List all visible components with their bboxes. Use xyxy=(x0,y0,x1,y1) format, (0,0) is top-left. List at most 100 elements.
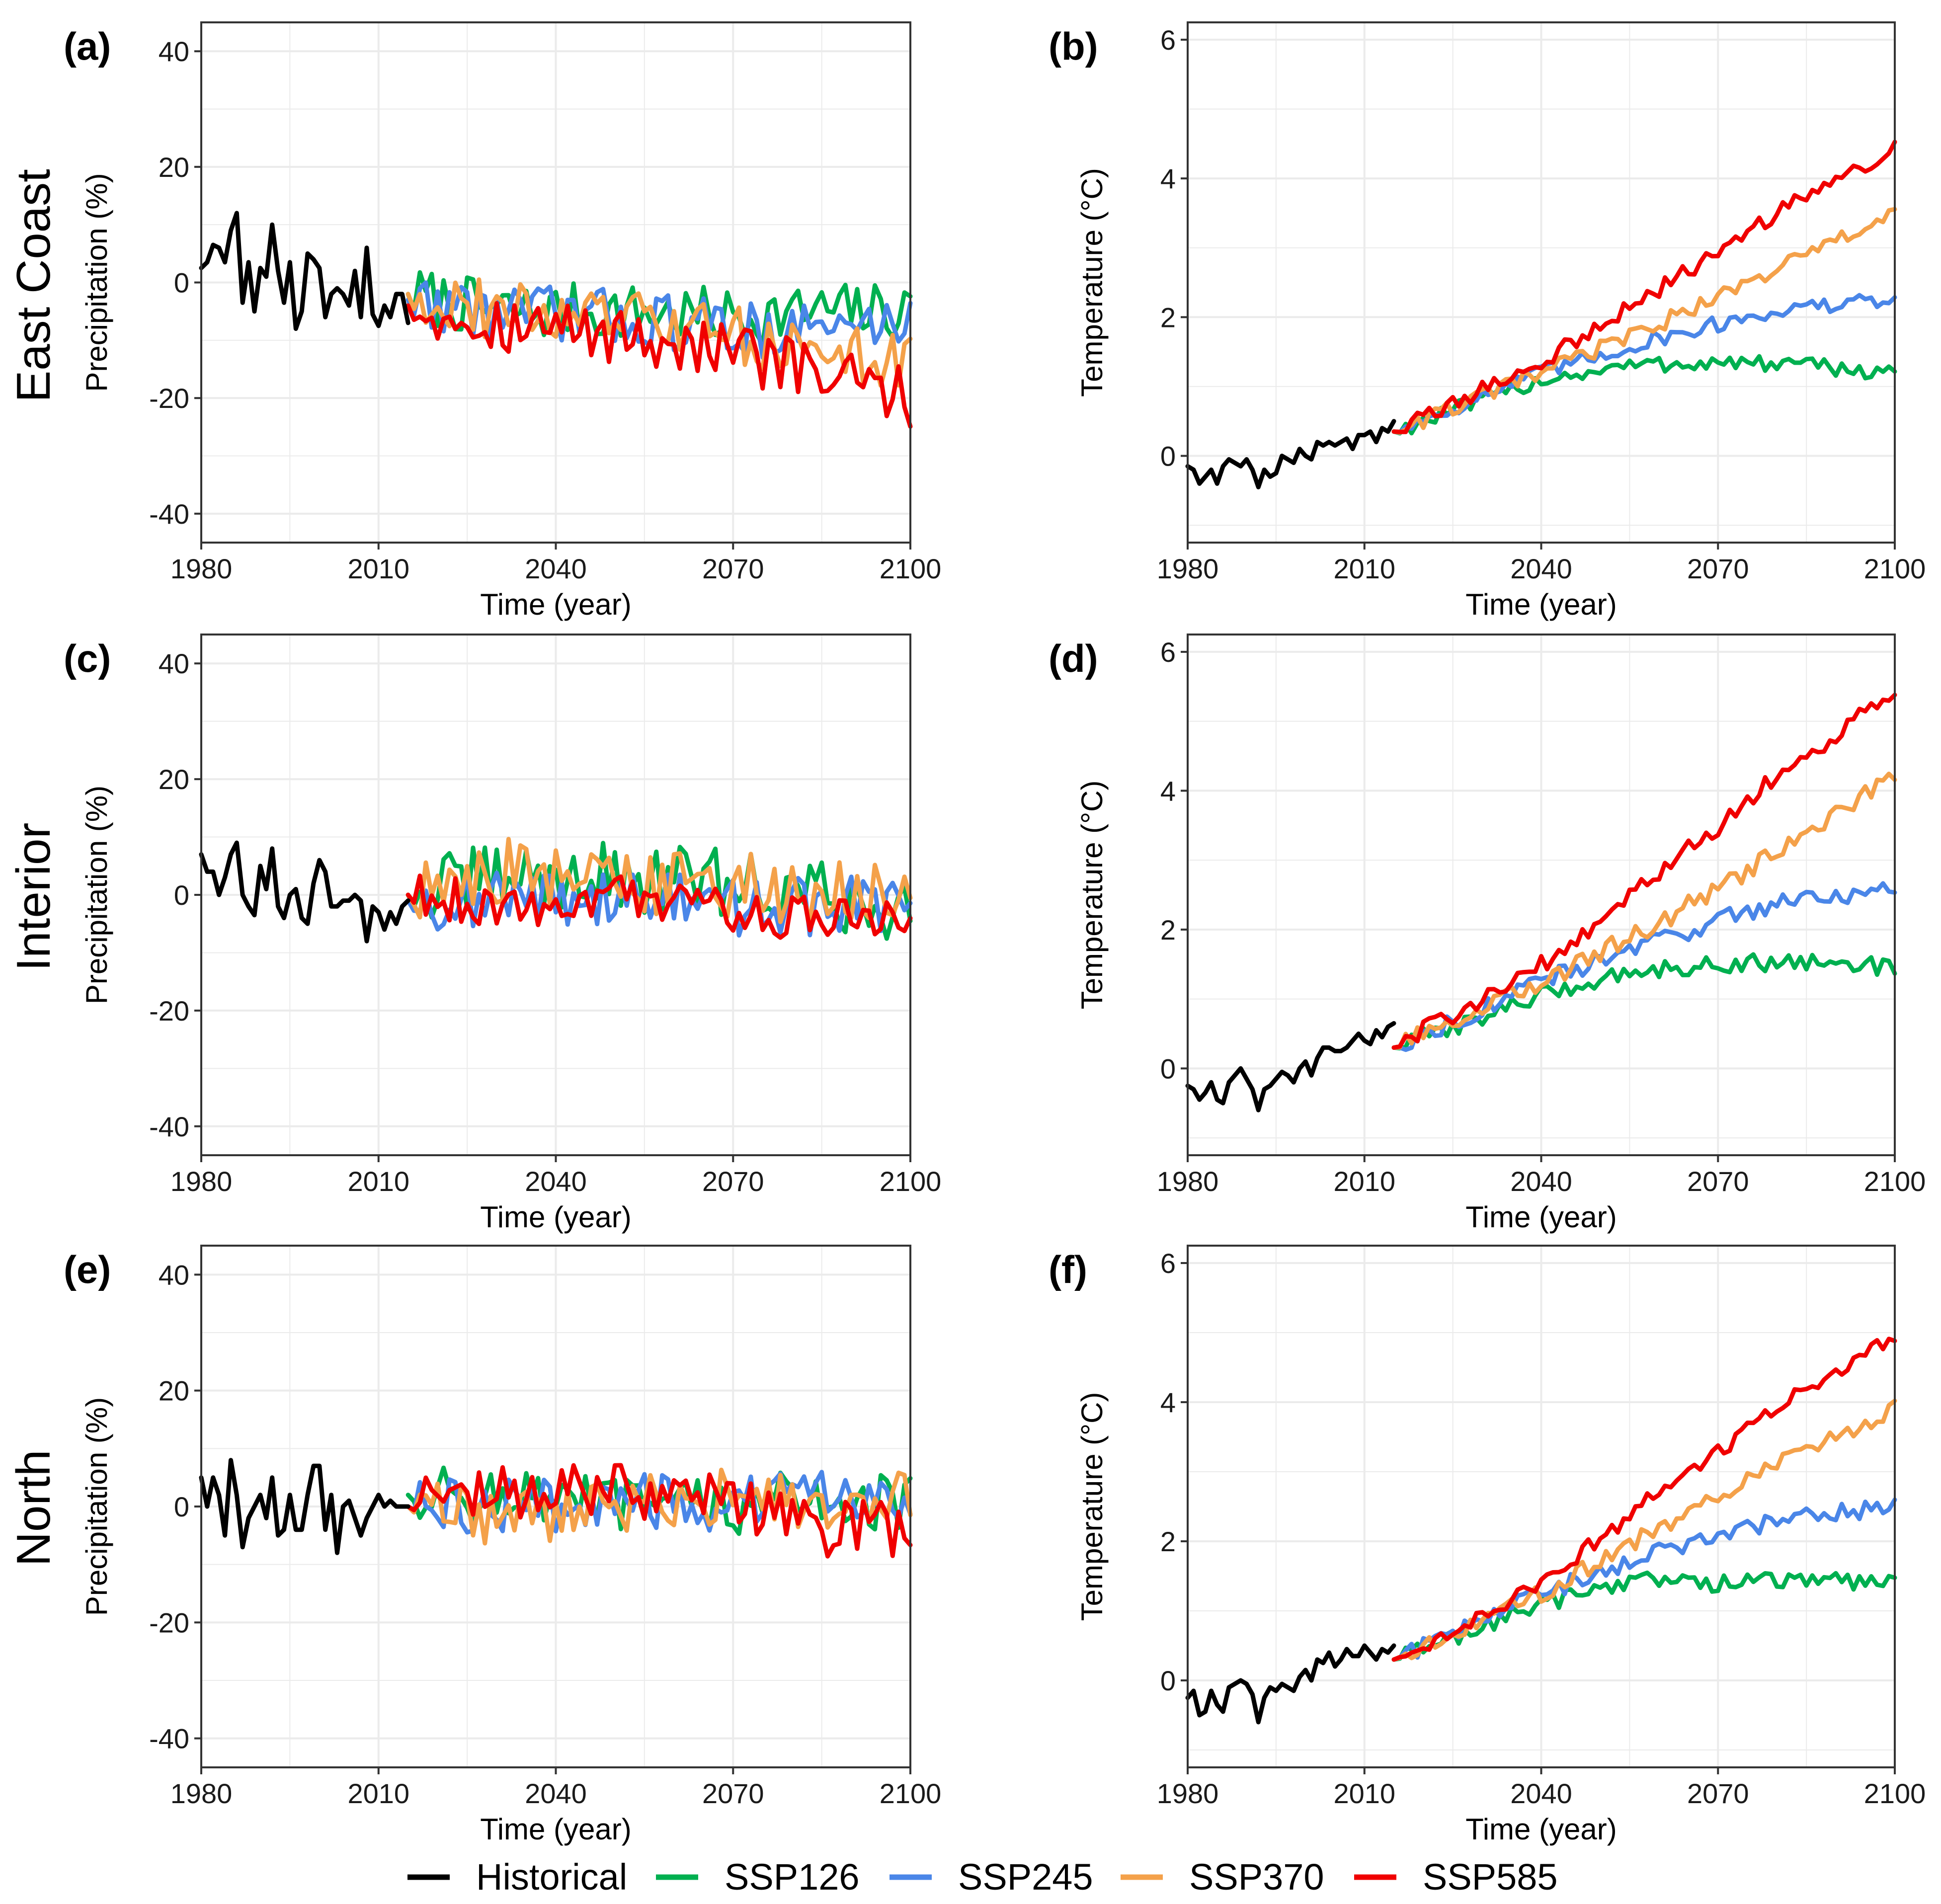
y-tick-label: -40 xyxy=(149,1723,189,1754)
y-tick-label: 0 xyxy=(174,267,189,299)
y-axis-title: Precipitation (%) xyxy=(80,173,113,392)
row-label-north: North xyxy=(7,1450,60,1567)
y-tick-label: 6 xyxy=(1160,636,1176,668)
y-tick-label: 6 xyxy=(1160,24,1176,56)
series-group-d xyxy=(1185,693,1897,1112)
series-line-ssp370-f xyxy=(1391,1398,1897,1662)
series-group-f xyxy=(1185,1337,1897,1725)
x-tick-label: 2100 xyxy=(880,1778,942,1809)
row-label-interior: Interior xyxy=(7,823,60,971)
series-line-ssp585-f xyxy=(1391,1337,1897,1662)
legend: Historical SSP126 SSP245 SSP370 SSP585 xyxy=(407,1856,1558,1898)
x-tick-label: 2040 xyxy=(525,553,587,584)
panel-b: 1980 2010 2040 2070 2100 0 2 4 6 Time (year) Tempe… xyxy=(1049,21,1926,621)
x-tick-label: 2070 xyxy=(1687,1166,1749,1197)
y-tick-label: 4 xyxy=(1160,1387,1176,1418)
y-tick-label: 20 xyxy=(159,152,189,183)
y-tick-label: 2 xyxy=(1160,1526,1176,1557)
y-tick-label: 0 xyxy=(1160,441,1176,472)
x-tick-label: 2070 xyxy=(702,1166,764,1197)
y-tick-label: 0 xyxy=(174,1491,189,1522)
y-axis-title: Precipitation (%) xyxy=(80,1397,113,1616)
panel-letter: (b) xyxy=(1049,24,1098,68)
y-axis-title: Temperature (°C) xyxy=(1075,1392,1109,1621)
x-tick-label: 2100 xyxy=(1864,1778,1926,1809)
x-tick-label: 2010 xyxy=(1333,1778,1395,1809)
x-tick-label: 2040 xyxy=(525,1778,587,1809)
x-tick-label: 1980 xyxy=(170,1778,233,1809)
grid-d xyxy=(1187,635,1896,1155)
y-axis-title: Temperature (°C) xyxy=(1075,168,1109,397)
series-group-a xyxy=(199,211,913,429)
y-tick-label: -20 xyxy=(149,383,189,414)
row-label-east-coast: East Coast xyxy=(7,169,60,402)
series-line-ssp245-b xyxy=(1391,293,1897,435)
y-tick-label: -20 xyxy=(149,995,189,1027)
x-tick-label: 2010 xyxy=(1333,553,1395,584)
series-line-ssp585-c xyxy=(405,873,913,940)
y-tick-label: 0 xyxy=(1160,1053,1176,1084)
x-tick-label: 2070 xyxy=(702,553,764,584)
y-axis-title: Precipitation (%) xyxy=(80,786,113,1004)
series-group-e xyxy=(199,1458,913,1559)
series-line-historical-a xyxy=(199,211,410,331)
series-line-ssp245-f xyxy=(1391,1497,1897,1662)
x-tick-label: 1980 xyxy=(170,1166,233,1197)
series-line-historical-d xyxy=(1185,1021,1396,1112)
series-line-ssp126-f xyxy=(1391,1570,1897,1662)
series-group-b xyxy=(1185,140,1897,489)
y-tick-label: 40 xyxy=(159,1259,189,1290)
x-axis-title: Time (year) xyxy=(480,588,631,621)
x-tick-label: 2070 xyxy=(1687,553,1749,584)
x-tick-label: 2040 xyxy=(1510,1166,1572,1197)
x-tick-label: 2040 xyxy=(1510,1778,1572,1809)
y-tick-label: 4 xyxy=(1160,163,1176,194)
series-group-c xyxy=(199,837,913,944)
x-tick-label: 2040 xyxy=(525,1166,587,1197)
y-tick-label: 40 xyxy=(159,36,189,67)
x-tick-label: 1980 xyxy=(170,553,233,584)
legend-label-ssp585: SSP585 xyxy=(1423,1856,1558,1898)
series-line-ssp585-e xyxy=(405,1463,913,1559)
x-tick-label: 2040 xyxy=(1510,553,1572,584)
x-tick-label: 2100 xyxy=(1864,1166,1926,1197)
x-tick-label: 2100 xyxy=(880,1166,942,1197)
y-tick-label: 20 xyxy=(159,1375,189,1407)
x-axis-title: Time (year) xyxy=(480,1200,631,1234)
y-tick-label: 0 xyxy=(1160,1665,1176,1696)
series-line-ssp370-a xyxy=(405,277,913,388)
panel-f: 1980 2010 2040 2070 2100 0 2 4 6 Time (year) Tempe… xyxy=(1049,1245,1926,1846)
x-tick-label: 2010 xyxy=(347,1778,409,1809)
y-tick-label: 20 xyxy=(159,764,189,795)
panel-letter: (e) xyxy=(64,1248,111,1291)
panel-letter: (a) xyxy=(64,24,111,68)
y-tick-label: 2 xyxy=(1160,914,1176,946)
series-line-historical-e xyxy=(199,1458,410,1555)
x-tick-label: 2010 xyxy=(347,1166,409,1197)
panel-letter: (f) xyxy=(1049,1248,1087,1291)
legend-label-ssp370: SSP370 xyxy=(1189,1856,1324,1898)
x-axis-title: Time (year) xyxy=(1465,588,1617,621)
series-line-historical-f xyxy=(1185,1643,1396,1725)
legend-label-ssp126: SSP126 xyxy=(725,1856,860,1898)
y-tick-label: 6 xyxy=(1160,1248,1176,1279)
y-tick-label: -40 xyxy=(149,498,189,530)
y-tick-label: 40 xyxy=(159,648,189,679)
x-axis-title: Time (year) xyxy=(480,1813,631,1846)
y-tick-label: -20 xyxy=(149,1607,189,1638)
x-axis-title: Time (year) xyxy=(1465,1813,1617,1846)
x-tick-label: 1980 xyxy=(1157,1166,1219,1197)
x-tick-label: 2010 xyxy=(347,553,409,584)
x-tick-label: 1980 xyxy=(1157,1778,1219,1809)
y-tick-label: 2 xyxy=(1160,302,1176,333)
series-line-historical-c xyxy=(199,840,410,944)
x-tick-label: 2100 xyxy=(1864,553,1926,584)
series-line-ssp585-d xyxy=(1391,693,1897,1050)
legend-label-historical: Historical xyxy=(476,1856,627,1898)
y-tick-label: 0 xyxy=(174,879,189,911)
x-axis-title: Time (year) xyxy=(1465,1200,1617,1234)
series-line-historical-b xyxy=(1185,419,1396,489)
